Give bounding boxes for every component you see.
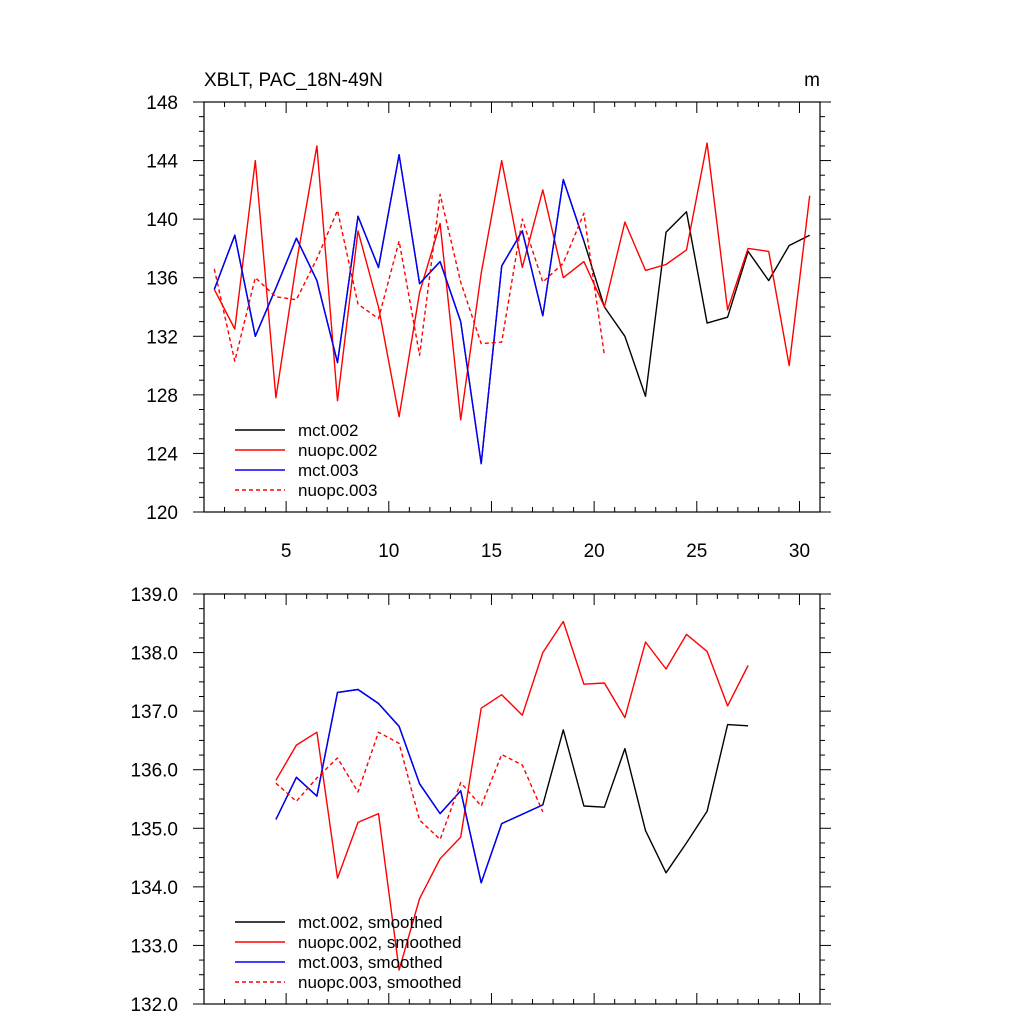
y-tick-label: 144 xyxy=(146,152,178,173)
series-line xyxy=(275,731,544,841)
x-tick-label: 25 xyxy=(686,541,707,562)
series-line xyxy=(213,193,606,362)
y-tick-label: 140 xyxy=(146,210,178,231)
legend-label: mct.002, smoothed xyxy=(298,913,443,932)
bottom-panel: 132.0 133.0 134.0 135.0 136.0 137.0 138.0 139.0… xyxy=(130,585,831,1016)
y-tick-label: 132 xyxy=(146,327,178,348)
series-line xyxy=(213,142,811,421)
legend-label: nuopc.003, smoothed xyxy=(298,973,462,992)
plot-frame xyxy=(203,593,821,1005)
top-panel: XBLT, PAC_18N-49N m 5 10 15 20 25 30 120 124 128… xyxy=(146,70,831,562)
y-tick-label: 148 xyxy=(146,93,178,114)
series-line xyxy=(275,688,544,884)
y-tick-label: 120 xyxy=(146,503,178,524)
legend-label: nuopc.002, smoothed xyxy=(298,933,462,952)
x-tick-label: 15 xyxy=(481,541,502,562)
legend-label: nuopc.002 xyxy=(298,441,377,460)
series-line xyxy=(275,620,749,971)
y-tick-label: 136 xyxy=(146,269,178,290)
units-label: m xyxy=(804,70,820,91)
x-tick-label: 30 xyxy=(789,541,810,562)
series-line xyxy=(213,153,811,465)
y-tick-label: 132.0 xyxy=(130,995,178,1016)
y-tick-label: 133.0 xyxy=(130,936,178,957)
legend-label: mct.003 xyxy=(298,461,358,480)
y-tick-label: 134.0 xyxy=(130,878,178,899)
series-line xyxy=(213,153,585,465)
y-tick-label: 139.0 xyxy=(130,585,178,606)
x-tick-label: 10 xyxy=(378,541,399,562)
y-tick-label: 138.0 xyxy=(130,644,178,665)
y-tick-label: 136.0 xyxy=(130,761,178,782)
x-tick-label: 20 xyxy=(584,541,605,562)
y-tick-label: 135.0 xyxy=(130,819,178,840)
y-tick-label: 128 xyxy=(146,386,178,407)
y-tick-label: 124 xyxy=(146,444,178,465)
y-tick-label: 137.0 xyxy=(130,702,178,723)
x-tick-label: 5 xyxy=(281,541,292,562)
chart-title: XBLT, PAC_18N-49N xyxy=(204,70,383,91)
legend-label: mct.002 xyxy=(298,421,358,440)
legend-label: nuopc.003 xyxy=(298,481,377,500)
legend-label: mct.003, smoothed xyxy=(298,953,443,972)
